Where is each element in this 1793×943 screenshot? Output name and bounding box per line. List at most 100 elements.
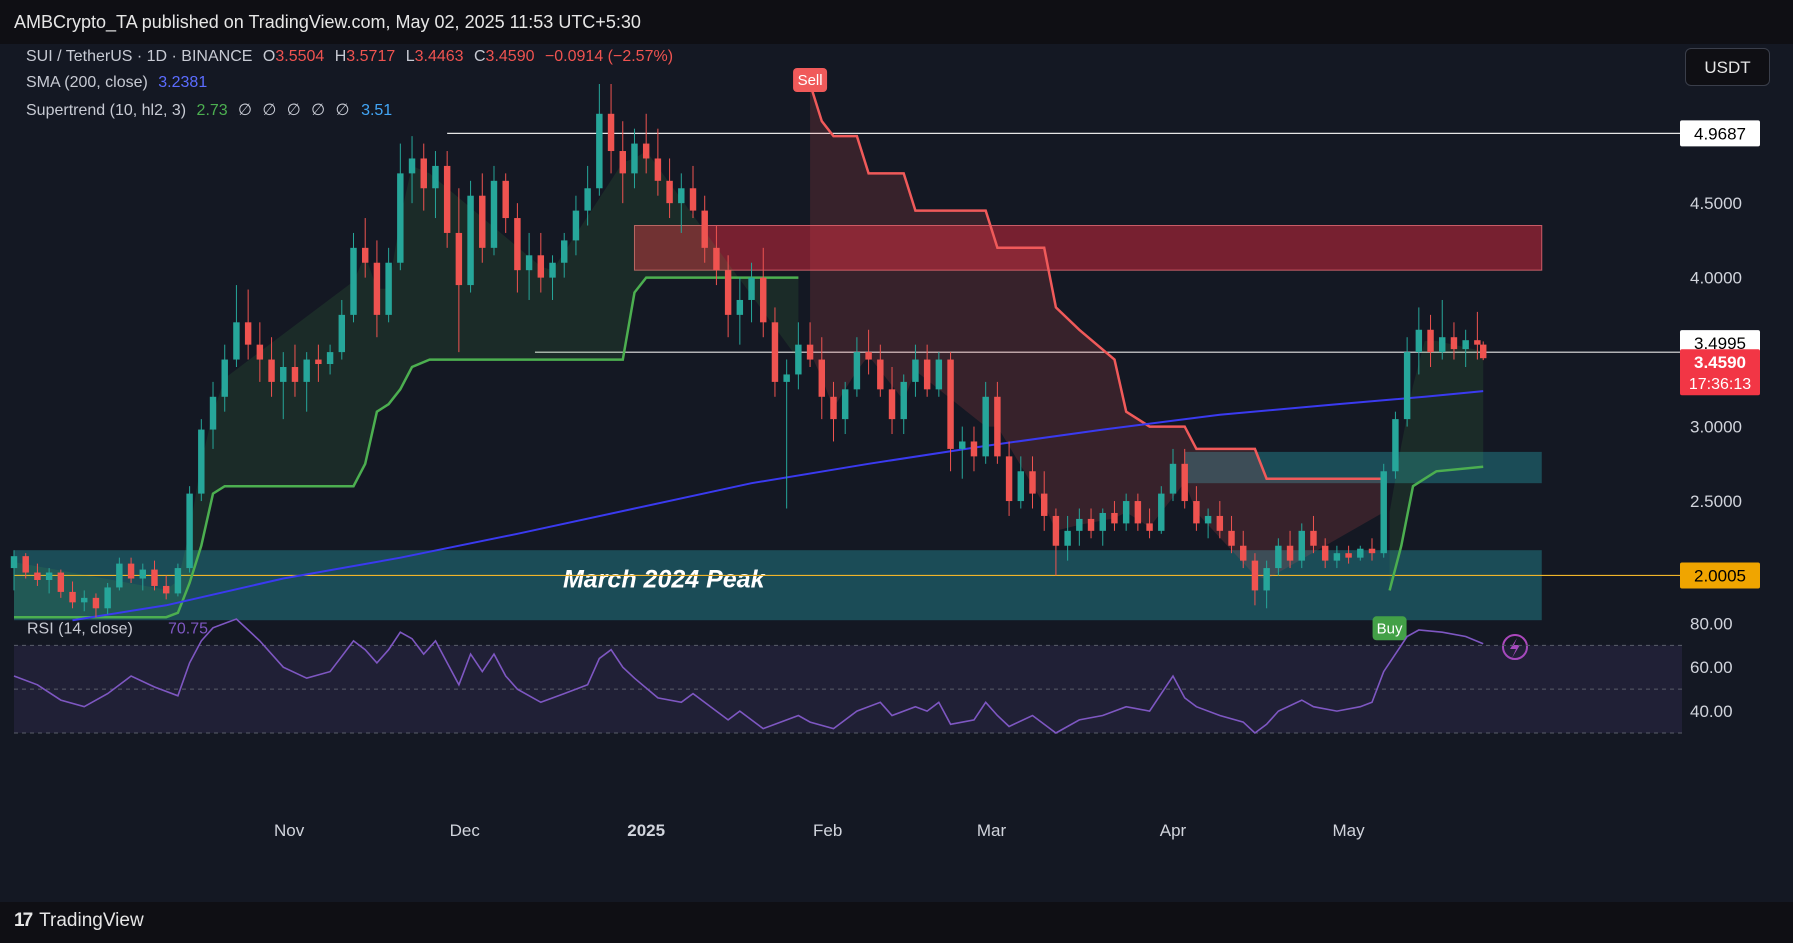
- candle[interactable]: [10, 550, 18, 591]
- candle[interactable]: [912, 344, 919, 397]
- candle[interactable]: [1415, 307, 1423, 375]
- price-chart[interactable]: March 2024 Peak Sell Buy 2.5000 3.0000 4.00…: [0, 44, 1793, 902]
- candle[interactable]: [1134, 493, 1142, 531]
- candle[interactable]: [443, 151, 451, 248]
- candle[interactable]: [1052, 508, 1060, 576]
- candle[interactable]: [268, 337, 275, 397]
- candle[interactable]: [830, 381, 837, 442]
- candle[interactable]: [1017, 456, 1025, 509]
- sell-signal-badge[interactable]: [793, 68, 828, 92]
- candle[interactable]: [92, 593, 100, 618]
- candle[interactable]: [151, 560, 158, 591]
- candle[interactable]: [689, 165, 697, 219]
- candle[interactable]: [1122, 493, 1130, 531]
- candle[interactable]: [935, 352, 943, 397]
- candle[interactable]: [549, 255, 556, 300]
- candle[interactable]: [678, 173, 685, 233]
- candle[interactable]: [127, 557, 135, 583]
- candle[interactable]: [256, 322, 264, 382]
- candle[interactable]: [1216, 501, 1224, 539]
- candle[interactable]: [736, 277, 744, 345]
- candle[interactable]: [877, 344, 884, 397]
- candle[interactable]: [1275, 538, 1282, 576]
- candle[interactable]: [584, 165, 591, 226]
- candle[interactable]: [1099, 508, 1106, 546]
- candle[interactable]: [1064, 515, 1071, 561]
- candle[interactable]: [1321, 538, 1329, 569]
- candle[interactable]: [420, 143, 427, 211]
- candle[interactable]: [666, 158, 673, 219]
- candle[interactable]: [338, 299, 346, 360]
- candle[interactable]: [1380, 463, 1387, 558]
- candle[interactable]: [783, 359, 790, 509]
- candle[interactable]: [1450, 322, 1458, 360]
- candle[interactable]: [303, 352, 310, 412]
- candle[interactable]: [1146, 508, 1153, 539]
- candle[interactable]: [57, 569, 65, 598]
- candle[interactable]: [525, 232, 533, 300]
- candle[interactable]: [561, 232, 568, 278]
- candle[interactable]: [408, 136, 416, 204]
- candle[interactable]: [1087, 508, 1095, 539]
- candle[interactable]: [361, 218, 369, 278]
- candle[interactable]: [1263, 560, 1270, 609]
- candle[interactable]: [853, 337, 861, 397]
- candle[interactable]: [947, 352, 954, 472]
- candle[interactable]: [69, 581, 76, 609]
- currency-button[interactable]: USDT: [1685, 48, 1770, 86]
- candle[interactable]: [724, 255, 732, 338]
- candle[interactable]: [795, 322, 802, 390]
- candle[interactable]: [994, 381, 1001, 464]
- candle[interactable]: [139, 563, 146, 591]
- candle[interactable]: [713, 225, 720, 286]
- candle[interactable]: [1357, 545, 1364, 561]
- candle[interactable]: [1462, 329, 1469, 367]
- candle[interactable]: [34, 563, 41, 586]
- candle[interactable]: [490, 165, 498, 256]
- candle[interactable]: [923, 344, 931, 397]
- candle[interactable]: [116, 557, 123, 591]
- candle[interactable]: [186, 486, 193, 573]
- candle[interactable]: [1298, 523, 1305, 569]
- candle[interactable]: [1368, 538, 1376, 561]
- alert-lightning-icon[interactable]: [1502, 634, 1528, 660]
- candle[interactable]: [1286, 530, 1294, 569]
- candle[interactable]: [760, 247, 767, 338]
- candle[interactable]: [432, 151, 439, 219]
- candle[interactable]: [1029, 456, 1036, 509]
- candle[interactable]: [1193, 486, 1200, 531]
- candle[interactable]: [1005, 441, 1013, 516]
- candle[interactable]: [1228, 515, 1235, 554]
- candle[interactable]: [642, 113, 650, 174]
- candle[interactable]: [467, 180, 474, 293]
- candle[interactable]: [221, 344, 228, 412]
- candle[interactable]: [1181, 448, 1188, 509]
- candle[interactable]: [291, 344, 299, 397]
- candle[interactable]: [841, 381, 849, 435]
- candle[interactable]: [455, 188, 463, 353]
- footer-brand[interactable]: 17 TradingView: [14, 906, 144, 936]
- candle[interactable]: [1158, 486, 1165, 534]
- candle[interactable]: [654, 128, 662, 196]
- candle[interactable]: [22, 553, 29, 579]
- candle[interactable]: [1439, 299, 1446, 360]
- candle[interactable]: [315, 344, 322, 382]
- candle[interactable]: [373, 240, 381, 338]
- candle[interactable]: [1403, 337, 1411, 427]
- candle[interactable]: [350, 232, 357, 323]
- candle[interactable]: [865, 329, 872, 375]
- candle[interactable]: [1169, 448, 1177, 502]
- candle[interactable]: [397, 143, 404, 271]
- candle[interactable]: [280, 352, 287, 420]
- candle[interactable]: [970, 426, 978, 472]
- candle[interactable]: [1392, 411, 1399, 479]
- candle[interactable]: [818, 337, 825, 420]
- candle[interactable]: [900, 374, 907, 435]
- candle[interactable]: [1240, 530, 1247, 569]
- candle[interactable]: [888, 367, 896, 435]
- candle[interactable]: [1251, 553, 1259, 606]
- candle[interactable]: [1333, 545, 1341, 569]
- candle[interactable]: [479, 173, 486, 263]
- candle[interactable]: [1204, 508, 1212, 539]
- candle[interactable]: [45, 568, 53, 594]
